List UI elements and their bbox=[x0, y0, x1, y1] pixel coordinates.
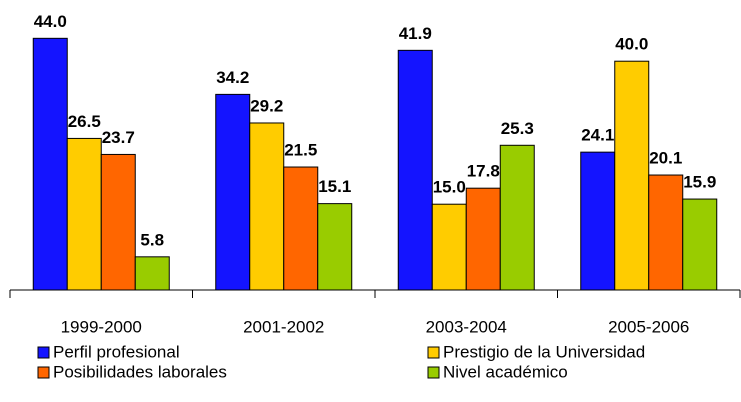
legend-label: Prestigio de la Universidad bbox=[443, 342, 645, 361]
value-label: 25.3 bbox=[501, 119, 534, 138]
bar bbox=[317, 203, 353, 291]
value-label: 17.8 bbox=[467, 162, 500, 181]
x-tick-label: 1999-2000 bbox=[61, 317, 142, 336]
legend-label: Nivel académico bbox=[443, 362, 568, 381]
value-label: 44.0 bbox=[34, 12, 67, 31]
x-tick-label: 2005-2006 bbox=[608, 317, 689, 336]
bar bbox=[249, 122, 285, 291]
bar bbox=[134, 256, 170, 291]
bar bbox=[465, 187, 501, 291]
x-tick-label: 2003-2004 bbox=[426, 317, 507, 336]
legend-label: Posibilidades laborales bbox=[53, 362, 227, 381]
bar bbox=[215, 93, 251, 291]
value-label: 41.9 bbox=[399, 24, 432, 43]
bar bbox=[580, 151, 616, 291]
bar bbox=[499, 144, 535, 291]
value-label: 40.0 bbox=[615, 35, 648, 54]
value-label: 23.7 bbox=[102, 128, 135, 147]
bar bbox=[100, 153, 136, 291]
value-label: 26.5 bbox=[68, 112, 101, 131]
value-label: 15.1 bbox=[318, 177, 351, 196]
x-tick-label: 2001-2002 bbox=[243, 317, 324, 336]
value-label: 29.2 bbox=[250, 96, 283, 115]
value-label: 5.8 bbox=[140, 230, 164, 249]
value-label: 20.1 bbox=[649, 149, 682, 168]
legend-swatch bbox=[37, 366, 50, 379]
bar bbox=[283, 166, 319, 291]
value-label: 34.2 bbox=[216, 68, 249, 87]
value-label: 21.5 bbox=[284, 141, 317, 160]
value-label: 15.0 bbox=[433, 178, 466, 197]
bar bbox=[614, 60, 650, 291]
legend-swatch bbox=[37, 346, 50, 359]
value-label: 15.9 bbox=[683, 173, 716, 192]
legend-label: Perfil profesional bbox=[53, 342, 180, 361]
bar bbox=[397, 49, 433, 291]
bar bbox=[648, 174, 684, 291]
legend-swatch bbox=[427, 346, 440, 359]
value-label: 24.1 bbox=[581, 126, 614, 145]
bar bbox=[32, 37, 68, 291]
bar bbox=[682, 198, 718, 291]
bar bbox=[431, 203, 467, 291]
legend-swatch bbox=[427, 366, 440, 379]
bar bbox=[66, 137, 102, 291]
